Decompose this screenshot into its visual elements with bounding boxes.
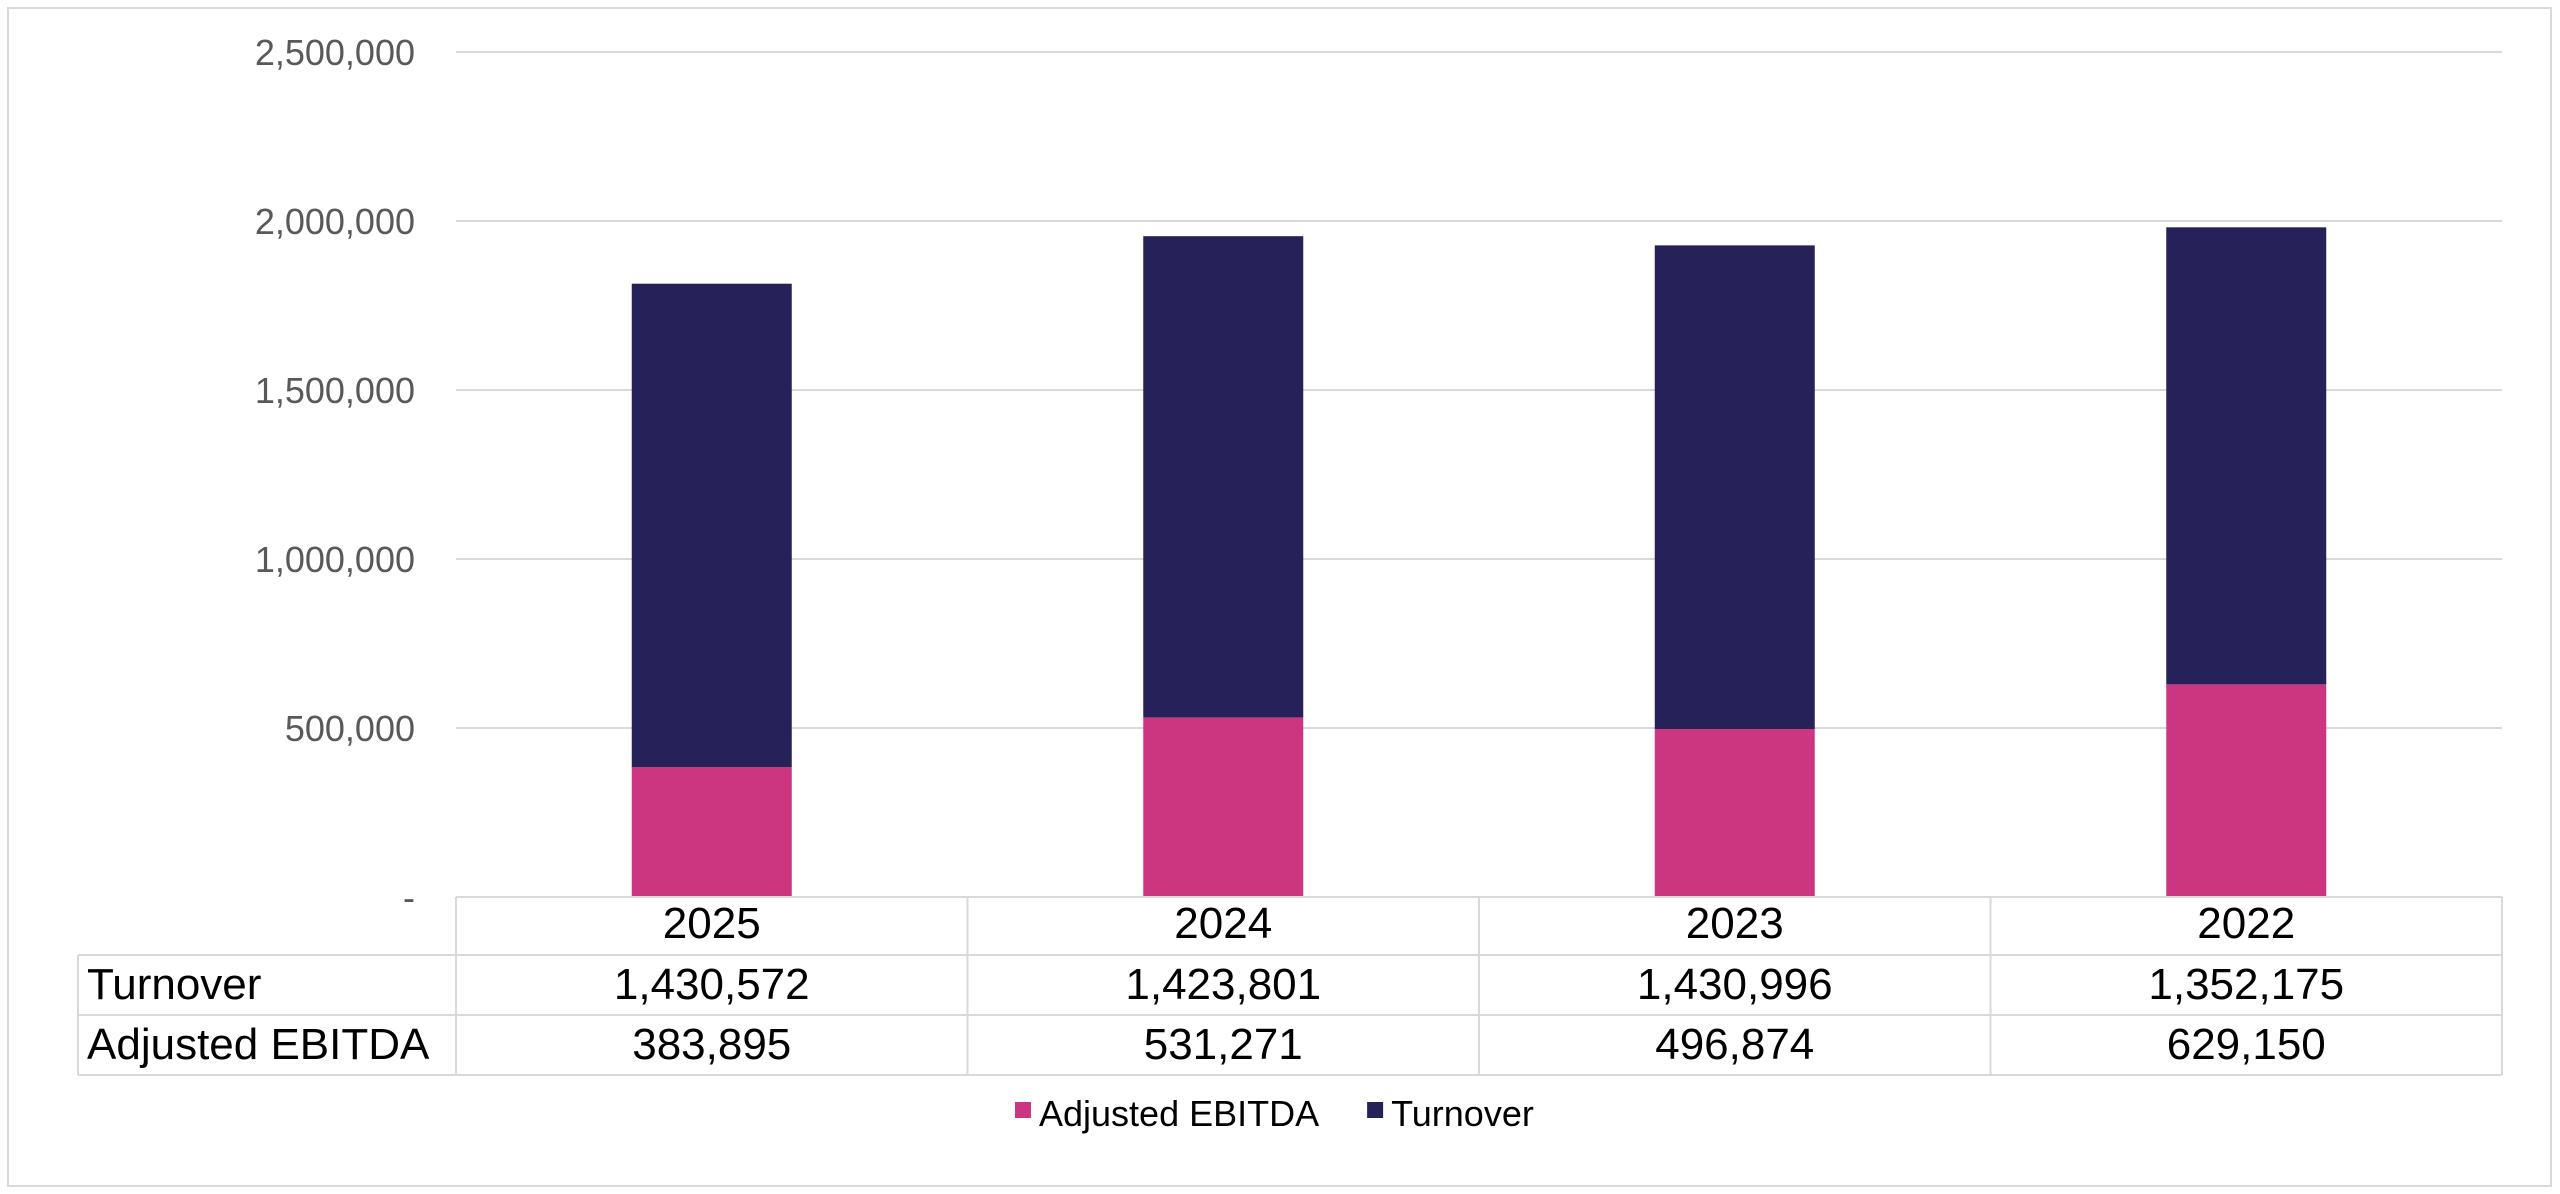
bar-segment: [2166, 684, 2327, 897]
bar-segment: [1654, 245, 1815, 730]
table-row-label: Adjusted EBITDA: [87, 1020, 430, 1069]
y-tick-label: 1,500,000: [255, 370, 415, 411]
gridlines: [456, 51, 2502, 729]
bars: [631, 227, 2327, 897]
legend-label: Adjusted EBITDA: [1039, 1093, 1319, 1134]
data-table: 2025 2024 2023 2022 Turnover 1,430,572 1,423,8…: [77, 896, 2503, 1076]
table-cell-value: 1,423,801: [1125, 960, 1321, 1009]
table-row-label: Turnover: [87, 960, 261, 1009]
table-cell-value: 1,352,175: [2148, 960, 2344, 1009]
bar-segment: [631, 767, 792, 897]
y-axis-ticks: - 500,000 1,000,000 1,500,000 2,000,000 2,500…: [255, 32, 415, 918]
bar-segment: [1143, 717, 1304, 897]
y-tick-label: 1,000,000: [255, 539, 415, 580]
y-tick-label: 2,000,000: [255, 201, 415, 242]
x-category-label: 2024: [1174, 899, 1272, 948]
legend: Adjusted EBITDA Turnover: [1015, 1093, 1534, 1134]
chart-frame: [7, 7, 2552, 1187]
legend-swatch: [1015, 1102, 1031, 1118]
table-cell-value: 383,895: [632, 1020, 791, 1069]
y-tick-label: -: [403, 877, 415, 918]
x-category-label: 2022: [2197, 899, 2295, 948]
table-cell-value: 531,271: [1144, 1020, 1303, 1069]
bar-segment: [2166, 227, 2327, 685]
bar-segment: [1654, 729, 1815, 897]
y-tick-label: 500,000: [285, 708, 415, 749]
table-cell-value: 496,874: [1655, 1020, 1814, 1069]
x-category-label: 2025: [663, 899, 761, 948]
bar-segment: [631, 283, 792, 768]
table-cell-value: 1,430,572: [614, 960, 810, 1009]
table-cell-value: 1,430,996: [1637, 960, 1833, 1009]
legend-label: Turnover: [1391, 1093, 1534, 1134]
legend-swatch: [1367, 1102, 1384, 1118]
x-category-label: 2023: [1686, 899, 1784, 948]
bar-segment: [1143, 236, 1304, 718]
table-cell-value: 629,150: [2167, 1020, 2326, 1069]
y-tick-label: 2,500,000: [255, 32, 415, 73]
